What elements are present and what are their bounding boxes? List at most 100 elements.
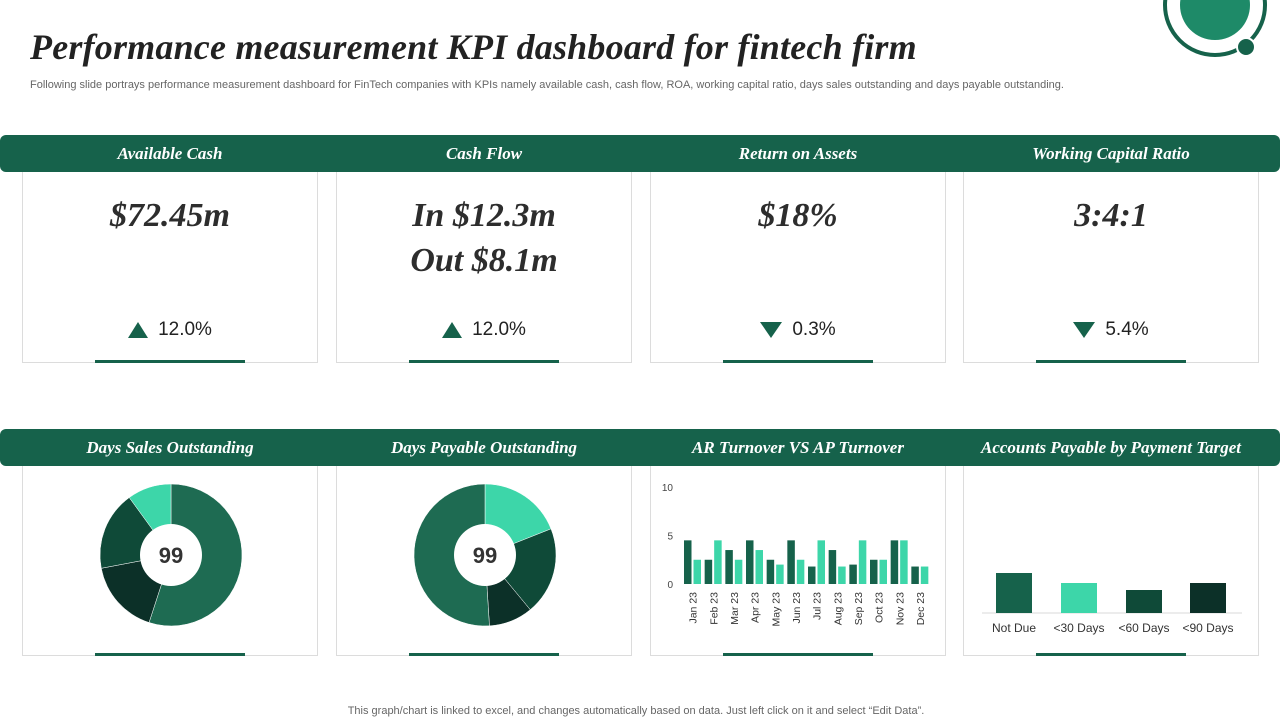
bar-ap-7 bbox=[838, 566, 846, 584]
chart-card-payable: Not Due <30 Days <60 Days <90 Days bbox=[963, 466, 1259, 656]
card-accent bbox=[95, 360, 245, 363]
wcr-trend: 5.4% bbox=[964, 319, 1258, 341]
card-accent bbox=[1036, 653, 1186, 656]
donut-hole bbox=[140, 524, 202, 586]
available-cash-value: $72.45m bbox=[110, 197, 230, 234]
bar-ap-8 bbox=[858, 540, 867, 584]
cash-flow-trend: 12.0% bbox=[337, 319, 631, 341]
turnover-bar-chart: 0 5 10 Jan 23 Feb 23 Mar 23 Apr 23 May 23 Jun 23… bbox=[662, 483, 929, 627]
payable-category-label: Not Due bbox=[992, 621, 1036, 635]
x-tick-label: Nov 23 bbox=[894, 592, 906, 625]
card-accent bbox=[723, 360, 873, 363]
bar-ar-5 bbox=[787, 540, 795, 584]
chart-label-dpo: Days Payable Outstanding bbox=[390, 438, 578, 457]
payable-bar-chart: Not Due <30 Days <60 Days <90 Days bbox=[982, 573, 1242, 635]
y-tick-label: 0 bbox=[667, 580, 673, 591]
kpi-header-band: Available Cash Cash Flow Return on Asset… bbox=[0, 135, 1280, 172]
bar-ap-3 bbox=[755, 550, 763, 584]
bar-ap-1 bbox=[714, 540, 722, 584]
payable-bar-0 bbox=[996, 573, 1032, 613]
card-accent bbox=[723, 653, 873, 656]
donut-center-label: 99 bbox=[473, 543, 497, 568]
x-tick-label: Feb 23 bbox=[708, 592, 720, 625]
bar-ap-0 bbox=[693, 559, 701, 584]
page-title: Performance measurement KPI dashboard fo… bbox=[30, 27, 917, 67]
card-accent bbox=[409, 360, 559, 363]
bar-ap-10 bbox=[900, 540, 908, 584]
donut-slice-3 bbox=[413, 483, 490, 627]
cash-flow-in-value: In $12.3m bbox=[412, 197, 556, 234]
cash-flow-change: 12.0% bbox=[472, 319, 526, 340]
footer-note: This graph/chart is linked to excel, and… bbox=[347, 705, 925, 717]
wcr-value: 3:4:1 bbox=[1074, 197, 1148, 234]
bar-ar-6 bbox=[808, 566, 816, 584]
x-tick-label: Apr 23 bbox=[750, 592, 762, 623]
wcr-change: 5.4% bbox=[1105, 319, 1149, 340]
kpi-card-available-cash: $72.45m 12.0% bbox=[22, 172, 318, 363]
dso-donut-chart: 99 bbox=[99, 483, 243, 627]
arrow-down-icon bbox=[760, 322, 783, 338]
bar-ap-9 bbox=[879, 559, 887, 584]
kpi-label-available-cash: Available Cash bbox=[117, 144, 223, 163]
kpi-label-roa: Return on Assets bbox=[738, 144, 858, 163]
kpi-card-wcr: 3:4:1 5.4% bbox=[963, 172, 1259, 363]
arrow-up-icon bbox=[128, 322, 149, 338]
payable-category-label: <90 Days bbox=[1182, 621, 1233, 635]
chart-label-payable: Accounts Payable by Payment Target bbox=[980, 438, 1241, 457]
payable-bar-1 bbox=[1061, 583, 1097, 613]
bar-ar-9 bbox=[870, 559, 878, 584]
payable-bar-3 bbox=[1190, 583, 1226, 613]
bar-ap-4 bbox=[776, 564, 784, 584]
bar-ar-2 bbox=[725, 550, 733, 584]
x-tick-label: Jan 23 bbox=[688, 592, 700, 624]
y-tick-label: 5 bbox=[667, 532, 673, 543]
bar-ar-7 bbox=[828, 550, 837, 584]
corner-decoration bbox=[1163, 0, 1267, 57]
x-tick-label: Sep 23 bbox=[853, 592, 865, 625]
bar-ar-1 bbox=[704, 559, 713, 584]
x-tick-label: May 23 bbox=[770, 592, 782, 627]
card-accent bbox=[1036, 360, 1186, 363]
donut-center-label: 99 bbox=[159, 543, 183, 568]
chart-header-band: Days Sales Outstanding Days Payable Outs… bbox=[0, 429, 1280, 466]
kpi-label-wcr: Working Capital Ratio bbox=[1032, 144, 1190, 163]
kpi-label-cash-flow: Cash Flow bbox=[445, 144, 523, 163]
x-tick-label: Dec 23 bbox=[915, 592, 927, 625]
bar-ar-8 bbox=[849, 564, 857, 584]
dpo-donut-chart: 99 bbox=[413, 483, 557, 627]
available-cash-change: 12.0% bbox=[158, 319, 212, 340]
bar-ap-5 bbox=[796, 559, 805, 584]
bar-ar-4 bbox=[766, 559, 775, 584]
chart-card-dso: 99 bbox=[22, 466, 318, 656]
payable-bar-2 bbox=[1126, 590, 1162, 613]
bar-ar-10 bbox=[890, 540, 899, 584]
donut-hole bbox=[454, 524, 516, 586]
bar-ap-11 bbox=[920, 566, 929, 584]
chart-label-dso: Days Sales Outstanding bbox=[86, 438, 254, 457]
roa-trend: 0.3% bbox=[651, 319, 945, 341]
bar-ar-3 bbox=[746, 540, 754, 584]
card-accent bbox=[409, 653, 559, 656]
available-cash-trend: 12.0% bbox=[23, 319, 317, 341]
arrow-up-icon bbox=[442, 322, 463, 338]
x-tick-label: Aug 23 bbox=[832, 592, 844, 625]
x-tick-label: Jun 23 bbox=[791, 592, 803, 624]
x-tick-label: Jul 23 bbox=[812, 592, 824, 620]
card-accent bbox=[95, 653, 245, 656]
payable-category-label: <60 Days bbox=[1118, 621, 1169, 635]
bar-ar-11 bbox=[911, 566, 919, 584]
roa-change: 0.3% bbox=[792, 319, 836, 340]
cash-flow-out-value: Out $8.1m bbox=[410, 242, 558, 279]
x-tick-label: Mar 23 bbox=[729, 592, 741, 625]
kpi-card-roa: $18% 0.3% bbox=[650, 172, 946, 363]
bar-ap-6 bbox=[817, 540, 825, 584]
page-subtitle: Following slide portrays performance mea… bbox=[30, 79, 1064, 91]
bar-ar-0 bbox=[684, 540, 692, 584]
y-tick-label: 10 bbox=[662, 483, 674, 494]
chart-label-turnover: AR Turnover VS AP Turnover bbox=[692, 438, 904, 457]
chart-card-turnover: 0 5 10 Jan 23 Feb 23 Mar 23 Apr 23 May 23 Jun 23… bbox=[650, 466, 946, 656]
chart-card-dpo: 99 bbox=[336, 466, 632, 656]
arrow-down-icon bbox=[1073, 322, 1096, 338]
bar-ap-2 bbox=[734, 559, 743, 584]
payable-category-label: <30 Days bbox=[1053, 621, 1104, 635]
